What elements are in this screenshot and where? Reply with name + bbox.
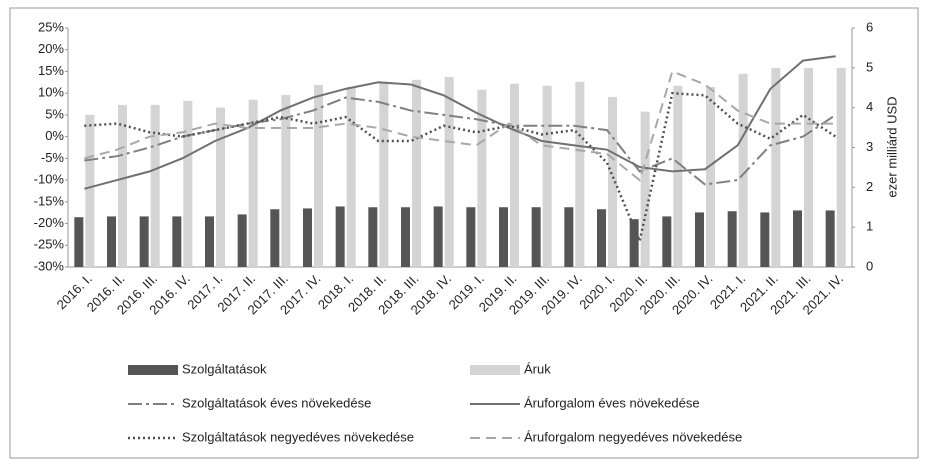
bar [444, 76, 454, 268]
y2-tick-label: 1 [866, 219, 873, 234]
y2-tick-label: 2 [866, 179, 873, 194]
y2-tick-label: 3 [866, 139, 873, 154]
legend-label: Szolgáltatások [182, 361, 267, 376]
bar [531, 207, 541, 267]
bar [237, 214, 247, 267]
legend-swatch [470, 365, 520, 375]
bar [172, 216, 182, 267]
bar [346, 86, 356, 267]
bar [575, 81, 585, 268]
y-tick-label: 5% [45, 106, 64, 121]
bar [793, 210, 802, 267]
y2-tick-label: 6 [866, 19, 873, 34]
bar [270, 209, 280, 267]
bar [477, 89, 487, 267]
y2-tick-label: 4 [866, 99, 873, 114]
bar [379, 81, 389, 268]
y-tick-label: 20% [38, 41, 64, 56]
bar [466, 207, 476, 267]
bar [107, 216, 116, 267]
bar [368, 207, 378, 267]
y-tick-label: -30% [34, 258, 65, 273]
bar [629, 219, 639, 267]
y2-tick-label: 0 [866, 258, 873, 273]
bar [836, 67, 846, 267]
bar [401, 207, 410, 267]
bar [727, 211, 737, 267]
bar [597, 209, 606, 267]
bar [412, 79, 421, 268]
bar [499, 207, 508, 267]
bar [248, 99, 258, 267]
bar [85, 114, 95, 267]
y-tick-label: 25% [38, 19, 64, 34]
bar [183, 100, 193, 268]
bar [825, 210, 835, 267]
bar [433, 206, 443, 267]
bar [74, 217, 84, 267]
bar [150, 104, 160, 268]
bar [673, 85, 683, 267]
y-tick-label: 10% [38, 85, 64, 100]
bar [314, 84, 323, 267]
bar [216, 107, 225, 268]
bar [510, 83, 519, 268]
legend-label: Szolgáltatások éves növekedése [182, 395, 371, 410]
bar [118, 104, 127, 268]
y-tick-label: 0% [45, 128, 64, 143]
bar [281, 94, 291, 267]
bar [771, 67, 781, 267]
legend-label: Áruforgalom negyedéves növekedése [524, 429, 742, 444]
y-tick-label: 15% [38, 63, 64, 78]
legend-swatch [128, 365, 178, 375]
y-tick-label: -5% [41, 150, 65, 165]
y-tick-label: -15% [34, 193, 65, 208]
legend-label: Szolgáltatások negyedéves növekedése [182, 429, 414, 444]
legend-label: Áruk [524, 361, 551, 376]
y-tick-label: -20% [34, 215, 65, 230]
bar [303, 208, 312, 267]
bar [335, 206, 345, 267]
bar [738, 73, 748, 267]
y-tick-label: -10% [34, 172, 65, 187]
bar [205, 216, 214, 267]
bar [760, 212, 770, 267]
bar [706, 86, 715, 267]
y2-axis-label: ezer milliárd USD [884, 96, 899, 197]
line-series [84, 96, 837, 186]
line-series [84, 91, 837, 246]
y-tick-label: -25% [34, 237, 65, 252]
legend-label: Áruforgalom éves növekedése [524, 395, 700, 410]
bar [804, 67, 813, 267]
line-series [84, 55, 836, 190]
line-series [84, 70, 836, 182]
bar [564, 207, 574, 267]
chart-frame [9, 7, 919, 459]
bar [640, 111, 650, 268]
bar [139, 216, 149, 267]
bar [542, 85, 552, 267]
y2-tick-label: 5 [866, 59, 873, 74]
bar [662, 216, 672, 267]
bar [695, 212, 704, 267]
bar [608, 96, 617, 267]
